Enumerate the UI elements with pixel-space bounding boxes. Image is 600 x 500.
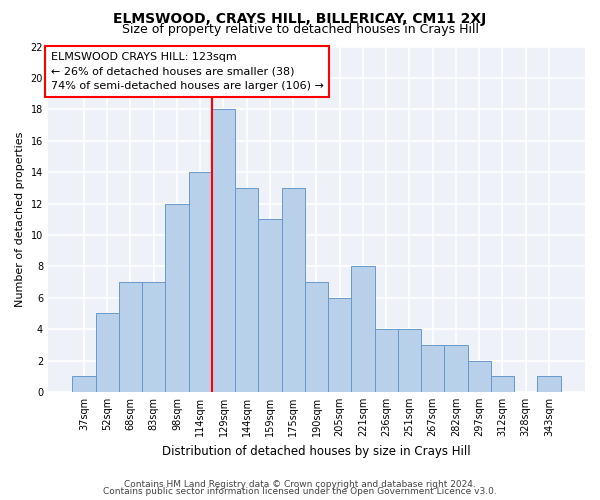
Bar <box>538 376 560 392</box>
Bar <box>328 298 352 392</box>
Bar <box>119 282 142 392</box>
Text: ELMSWOOD, CRAYS HILL, BILLERICAY, CM11 2XJ: ELMSWOOD, CRAYS HILL, BILLERICAY, CM11 2… <box>113 12 487 26</box>
Text: Contains public sector information licensed under the Open Government Licence v3: Contains public sector information licen… <box>103 487 497 496</box>
Bar <box>166 204 188 392</box>
Bar <box>398 329 421 392</box>
Bar <box>374 329 398 392</box>
Text: Size of property relative to detached houses in Crays Hill: Size of property relative to detached ho… <box>121 22 479 36</box>
Bar <box>305 282 328 392</box>
Bar <box>235 188 259 392</box>
Y-axis label: Number of detached properties: Number of detached properties <box>15 132 25 307</box>
Bar <box>491 376 514 392</box>
Text: ELMSWOOD CRAYS HILL: 123sqm
← 26% of detached houses are smaller (38)
74% of sem: ELMSWOOD CRAYS HILL: 123sqm ← 26% of det… <box>50 52 323 92</box>
Bar <box>259 219 281 392</box>
X-axis label: Distribution of detached houses by size in Crays Hill: Distribution of detached houses by size … <box>162 444 471 458</box>
Bar <box>188 172 212 392</box>
Bar <box>212 110 235 392</box>
Bar <box>467 360 491 392</box>
Text: Contains HM Land Registry data © Crown copyright and database right 2024.: Contains HM Land Registry data © Crown c… <box>124 480 476 489</box>
Bar <box>281 188 305 392</box>
Bar <box>352 266 374 392</box>
Bar <box>73 376 95 392</box>
Bar <box>95 314 119 392</box>
Bar <box>421 345 445 392</box>
Bar <box>445 345 467 392</box>
Bar <box>142 282 166 392</box>
